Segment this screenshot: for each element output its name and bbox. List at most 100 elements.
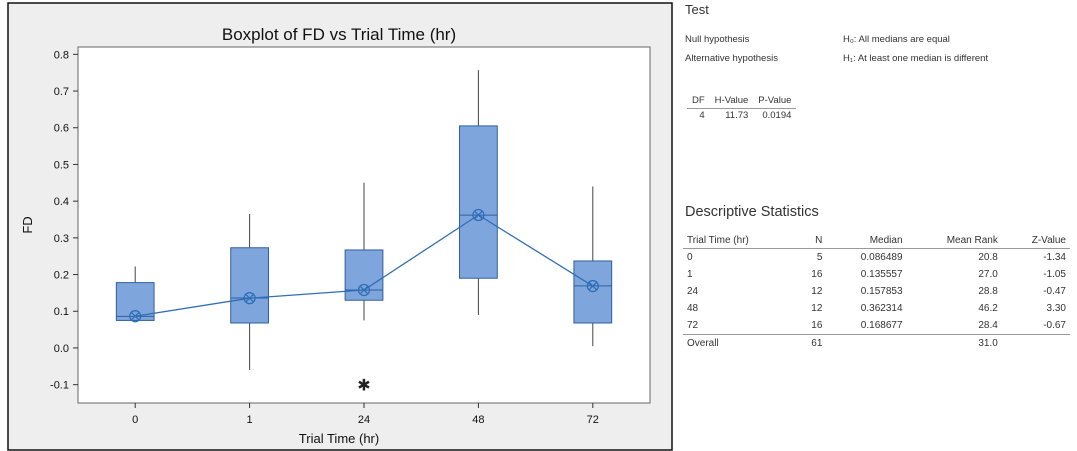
- median-symbol: [586, 279, 599, 293]
- htest-value-row: 4 11.73 0.0194: [687, 109, 796, 123]
- descriptive-statistics-heading: Descriptive Statistics: [685, 204, 819, 220]
- chart-title: Boxplot of FD vs Trial Time (hr): [222, 25, 456, 44]
- desc-cell: 31.0: [906, 334, 1002, 352]
- alt-hypothesis-value: H₁: At least one median is different: [843, 53, 989, 64]
- desc-cell: 28.4: [978, 320, 998, 331]
- median-symbol-cross: [130, 311, 140, 321]
- table-row: 48 12 0.362314 46.2 3.30: [683, 300, 1070, 317]
- desc-cell: 0.086489: [860, 252, 903, 263]
- x-tick-label: 48: [472, 414, 484, 426]
- desc-cell: -1.05: [1043, 269, 1066, 280]
- htest-header-h: H-Value: [709, 94, 754, 109]
- desc-cell: 16: [811, 269, 823, 280]
- desc-cell: 27.0: [978, 269, 998, 280]
- y-tick-label: 0.4: [54, 196, 69, 208]
- desc-header-group: Trial Time (hr): [683, 233, 796, 249]
- htest-df: 4: [699, 110, 705, 121]
- desc-cell: 28.8: [978, 286, 998, 297]
- x-axis-label: Trial Time (hr): [299, 431, 379, 446]
- null-hypothesis-value: H₀: All medians are equal: [843, 34, 950, 45]
- desc-cell: 20.8: [978, 252, 998, 263]
- alt-hypothesis-row: Alternative hypothesis H₁: At least one m…: [685, 53, 988, 64]
- y-tick-label: 0.8: [54, 49, 69, 61]
- desc-header-z-value: Z-Value: [1001, 233, 1070, 249]
- y-tick-label: 0.7: [54, 86, 69, 98]
- htest-header-df: DF: [687, 94, 710, 109]
- htest-h: 11.73: [725, 110, 749, 121]
- desc-cell: 1: [687, 269, 693, 280]
- desc-header-mean-rank: Mean Rank: [906, 233, 1002, 249]
- desc-cell: 61: [795, 334, 827, 352]
- alt-hypothesis-label: Alternative hypothesis: [685, 53, 778, 64]
- median-symbol-circle: [586, 279, 599, 293]
- null-hypothesis-label: Null hypothesis: [685, 34, 750, 45]
- y-tick-label: 0.0: [54, 343, 69, 355]
- box: [230, 247, 269, 324]
- boxplot-chart: Boxplot of FD vs Trial Time (hr) Trial T…: [7, 2, 673, 451]
- median-symbol: [243, 292, 256, 305]
- desc-cell: -0.47: [1043, 286, 1066, 297]
- overall-row: Overall 61 31.0: [683, 334, 1070, 352]
- x-tick-label: 0: [132, 414, 138, 426]
- desc-cell: 72: [687, 320, 699, 331]
- desc-cell: 3.30: [1046, 303, 1066, 314]
- desc-cell: [1001, 334, 1070, 352]
- box: [459, 125, 498, 279]
- desc-cell: [826, 334, 907, 352]
- y-tick-label: 0.5: [54, 159, 69, 171]
- test-heading: Test: [685, 2, 709, 17]
- null-hypothesis-row: Null hypothesis H₀: All medians are equal: [685, 34, 950, 45]
- median-symbol-cross: [245, 293, 254, 303]
- median-symbol-circle: [472, 208, 485, 222]
- median-symbol: [129, 310, 142, 323]
- x-tick-label: 24: [358, 414, 370, 426]
- desc-cell: 0: [687, 252, 693, 263]
- y-tick-label: 0.1: [54, 306, 69, 318]
- boxplot-panel: Boxplot of FD vs Trial Time (hr) Trial T…: [7, 2, 673, 451]
- descriptive-statistics-table: Trial Time (hr) N Median Mean Rank Z-Val…: [683, 233, 1070, 352]
- median-symbol-cross: [588, 281, 598, 291]
- desc-header-row: Trial Time (hr) N Median Mean Rank Z-Val…: [683, 233, 1070, 249]
- desc-header-median: Median: [826, 233, 907, 249]
- desc-cell: 12: [811, 286, 823, 297]
- y-axis-label: FD: [20, 216, 35, 233]
- desc-cell: 16: [811, 320, 823, 331]
- y-tick-label: 0.6: [54, 123, 69, 135]
- desc-cell: 0.168677: [860, 320, 903, 331]
- htest-header-p: P-Value: [753, 94, 797, 109]
- median-symbol-circle: [129, 310, 142, 323]
- desc-cell: Overall: [683, 334, 796, 352]
- desc-cell: 12: [811, 303, 823, 314]
- median-symbol-circle: [357, 283, 371, 297]
- htest-header-row: DF H-Value P-Value: [687, 94, 797, 109]
- median-symbol-circle: [243, 292, 256, 305]
- desc-cell: 46.2: [978, 303, 998, 314]
- x-tick-label: 72: [587, 414, 599, 426]
- desc-cell: 0.135557: [860, 269, 903, 280]
- desc-cell: 0.157853: [860, 286, 903, 297]
- desc-cell: 5: [816, 252, 823, 263]
- box: [573, 260, 613, 324]
- desc-cell: 48: [687, 303, 699, 314]
- outlier-marker: ✱: [357, 378, 370, 395]
- desc-cell: 24: [687, 286, 699, 297]
- table-row: 0 5 0.086489 20.8 -1.34: [683, 249, 1070, 267]
- stats-panel: Test Null hypothesis H₀: All medians are …: [683, 0, 1073, 451]
- table-row: 72 16 0.168677 28.4 -0.67: [683, 317, 1070, 335]
- y-tick-label: -0.1: [50, 380, 69, 392]
- desc-header-n: N: [795, 233, 827, 249]
- y-tick-label: 0.2: [54, 270, 69, 282]
- desc-cell: 0.362314: [860, 303, 903, 314]
- htest-p: 0.0194: [762, 110, 792, 121]
- median-symbol-cross: [359, 285, 369, 295]
- y-tick-label: 0.3: [54, 233, 69, 245]
- median-symbol: [357, 283, 371, 297]
- table-row: 1 16 0.135557 27.0 -1.05: [683, 266, 1070, 283]
- median-symbol-cross: [474, 210, 483, 220]
- table-row: 24 12 0.157853 28.8 -0.47: [683, 283, 1070, 300]
- x-tick-label: 1: [247, 414, 253, 426]
- hypothesis-test-table: DF H-Value P-Value 4 11.73 0.0194: [687, 94, 797, 123]
- desc-cell: -0.67: [1043, 320, 1066, 331]
- median-symbol: [472, 208, 485, 222]
- desc-cell: -1.34: [1043, 252, 1066, 263]
